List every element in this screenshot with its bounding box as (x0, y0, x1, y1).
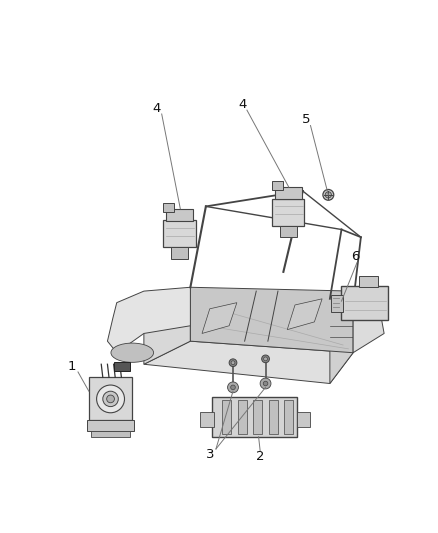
Circle shape (231, 361, 235, 365)
Text: 2: 2 (256, 450, 265, 463)
Bar (114, 362, 130, 371)
Text: 4: 4 (238, 98, 247, 110)
Polygon shape (287, 299, 322, 329)
Circle shape (261, 355, 269, 363)
Bar (268, 400, 278, 434)
Bar (91, 431, 130, 438)
Circle shape (231, 385, 235, 390)
Circle shape (228, 382, 238, 393)
Circle shape (264, 357, 268, 361)
Bar (272, 181, 283, 190)
Ellipse shape (111, 343, 154, 362)
Bar (89, 377, 132, 421)
Polygon shape (330, 299, 353, 384)
Circle shape (97, 385, 124, 413)
Bar (171, 247, 188, 259)
Bar (87, 421, 134, 431)
Bar (166, 209, 194, 221)
Bar (332, 295, 343, 312)
Polygon shape (191, 287, 353, 353)
Bar (238, 400, 247, 434)
Bar (272, 199, 304, 225)
Polygon shape (353, 291, 384, 353)
Bar (279, 225, 297, 237)
Polygon shape (144, 341, 353, 384)
Circle shape (107, 395, 114, 403)
Polygon shape (144, 287, 191, 364)
Polygon shape (202, 303, 237, 334)
Text: 3: 3 (205, 448, 214, 461)
Bar (163, 220, 196, 247)
Bar (253, 400, 262, 434)
Bar (297, 412, 311, 427)
Text: 4: 4 (153, 102, 161, 115)
Bar (284, 400, 293, 434)
Bar (212, 397, 297, 437)
Bar (359, 277, 378, 287)
Circle shape (325, 192, 332, 198)
Text: 1: 1 (67, 360, 76, 373)
Text: 6: 6 (351, 250, 360, 263)
Circle shape (260, 378, 271, 389)
Circle shape (229, 359, 237, 367)
Circle shape (323, 189, 334, 200)
Circle shape (103, 391, 118, 407)
Text: 5: 5 (302, 113, 310, 126)
Bar (222, 400, 231, 434)
Bar (163, 203, 174, 212)
Bar (201, 412, 214, 427)
Bar (275, 187, 302, 199)
Polygon shape (107, 287, 191, 353)
Bar (342, 286, 388, 320)
Circle shape (263, 381, 268, 386)
